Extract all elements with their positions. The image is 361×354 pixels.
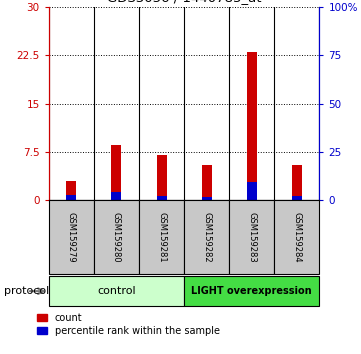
Bar <box>202 165 212 200</box>
Bar <box>157 155 166 200</box>
Bar <box>112 192 121 200</box>
Bar <box>66 195 76 200</box>
Text: control: control <box>97 286 136 296</box>
Title: GDS3056 / 1440785_at: GDS3056 / 1440785_at <box>107 0 261 5</box>
Text: LIGHT overexpression: LIGHT overexpression <box>191 286 312 296</box>
Bar <box>292 165 302 200</box>
Bar <box>292 195 302 200</box>
Legend: count, percentile rank within the sample: count, percentile rank within the sample <box>37 313 220 336</box>
Bar <box>184 276 319 306</box>
Bar <box>184 200 229 274</box>
Bar <box>139 200 184 274</box>
Bar <box>202 197 212 200</box>
Bar <box>49 276 184 306</box>
Bar <box>247 52 257 200</box>
Text: GSM159283: GSM159283 <box>247 212 256 263</box>
Bar <box>157 195 166 200</box>
Bar <box>66 181 76 200</box>
Bar <box>49 200 94 274</box>
Text: GSM159284: GSM159284 <box>292 212 301 263</box>
Bar <box>274 200 319 274</box>
Bar <box>247 182 257 200</box>
Text: GSM159282: GSM159282 <box>202 212 211 263</box>
Text: protocol: protocol <box>4 286 49 296</box>
Bar <box>229 200 274 274</box>
Text: GSM159280: GSM159280 <box>112 212 121 263</box>
Text: GSM159281: GSM159281 <box>157 212 166 263</box>
Text: GSM159279: GSM159279 <box>67 212 76 263</box>
Bar <box>112 145 121 200</box>
Bar <box>94 200 139 274</box>
